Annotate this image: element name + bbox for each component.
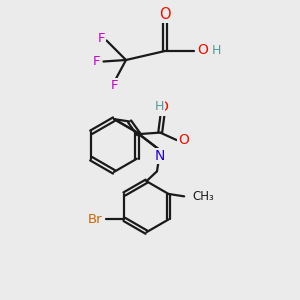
Text: F: F: [93, 55, 101, 68]
Text: Br: Br: [88, 213, 102, 226]
Text: O: O: [159, 7, 171, 22]
Text: F: F: [110, 79, 118, 92]
Text: O: O: [178, 133, 189, 146]
Text: H: H: [212, 44, 221, 57]
Text: N: N: [154, 149, 165, 163]
Text: CH₃: CH₃: [193, 190, 214, 203]
Text: H: H: [154, 100, 164, 113]
Text: O: O: [157, 100, 168, 114]
Text: F: F: [97, 32, 105, 46]
Text: O: O: [197, 44, 208, 57]
